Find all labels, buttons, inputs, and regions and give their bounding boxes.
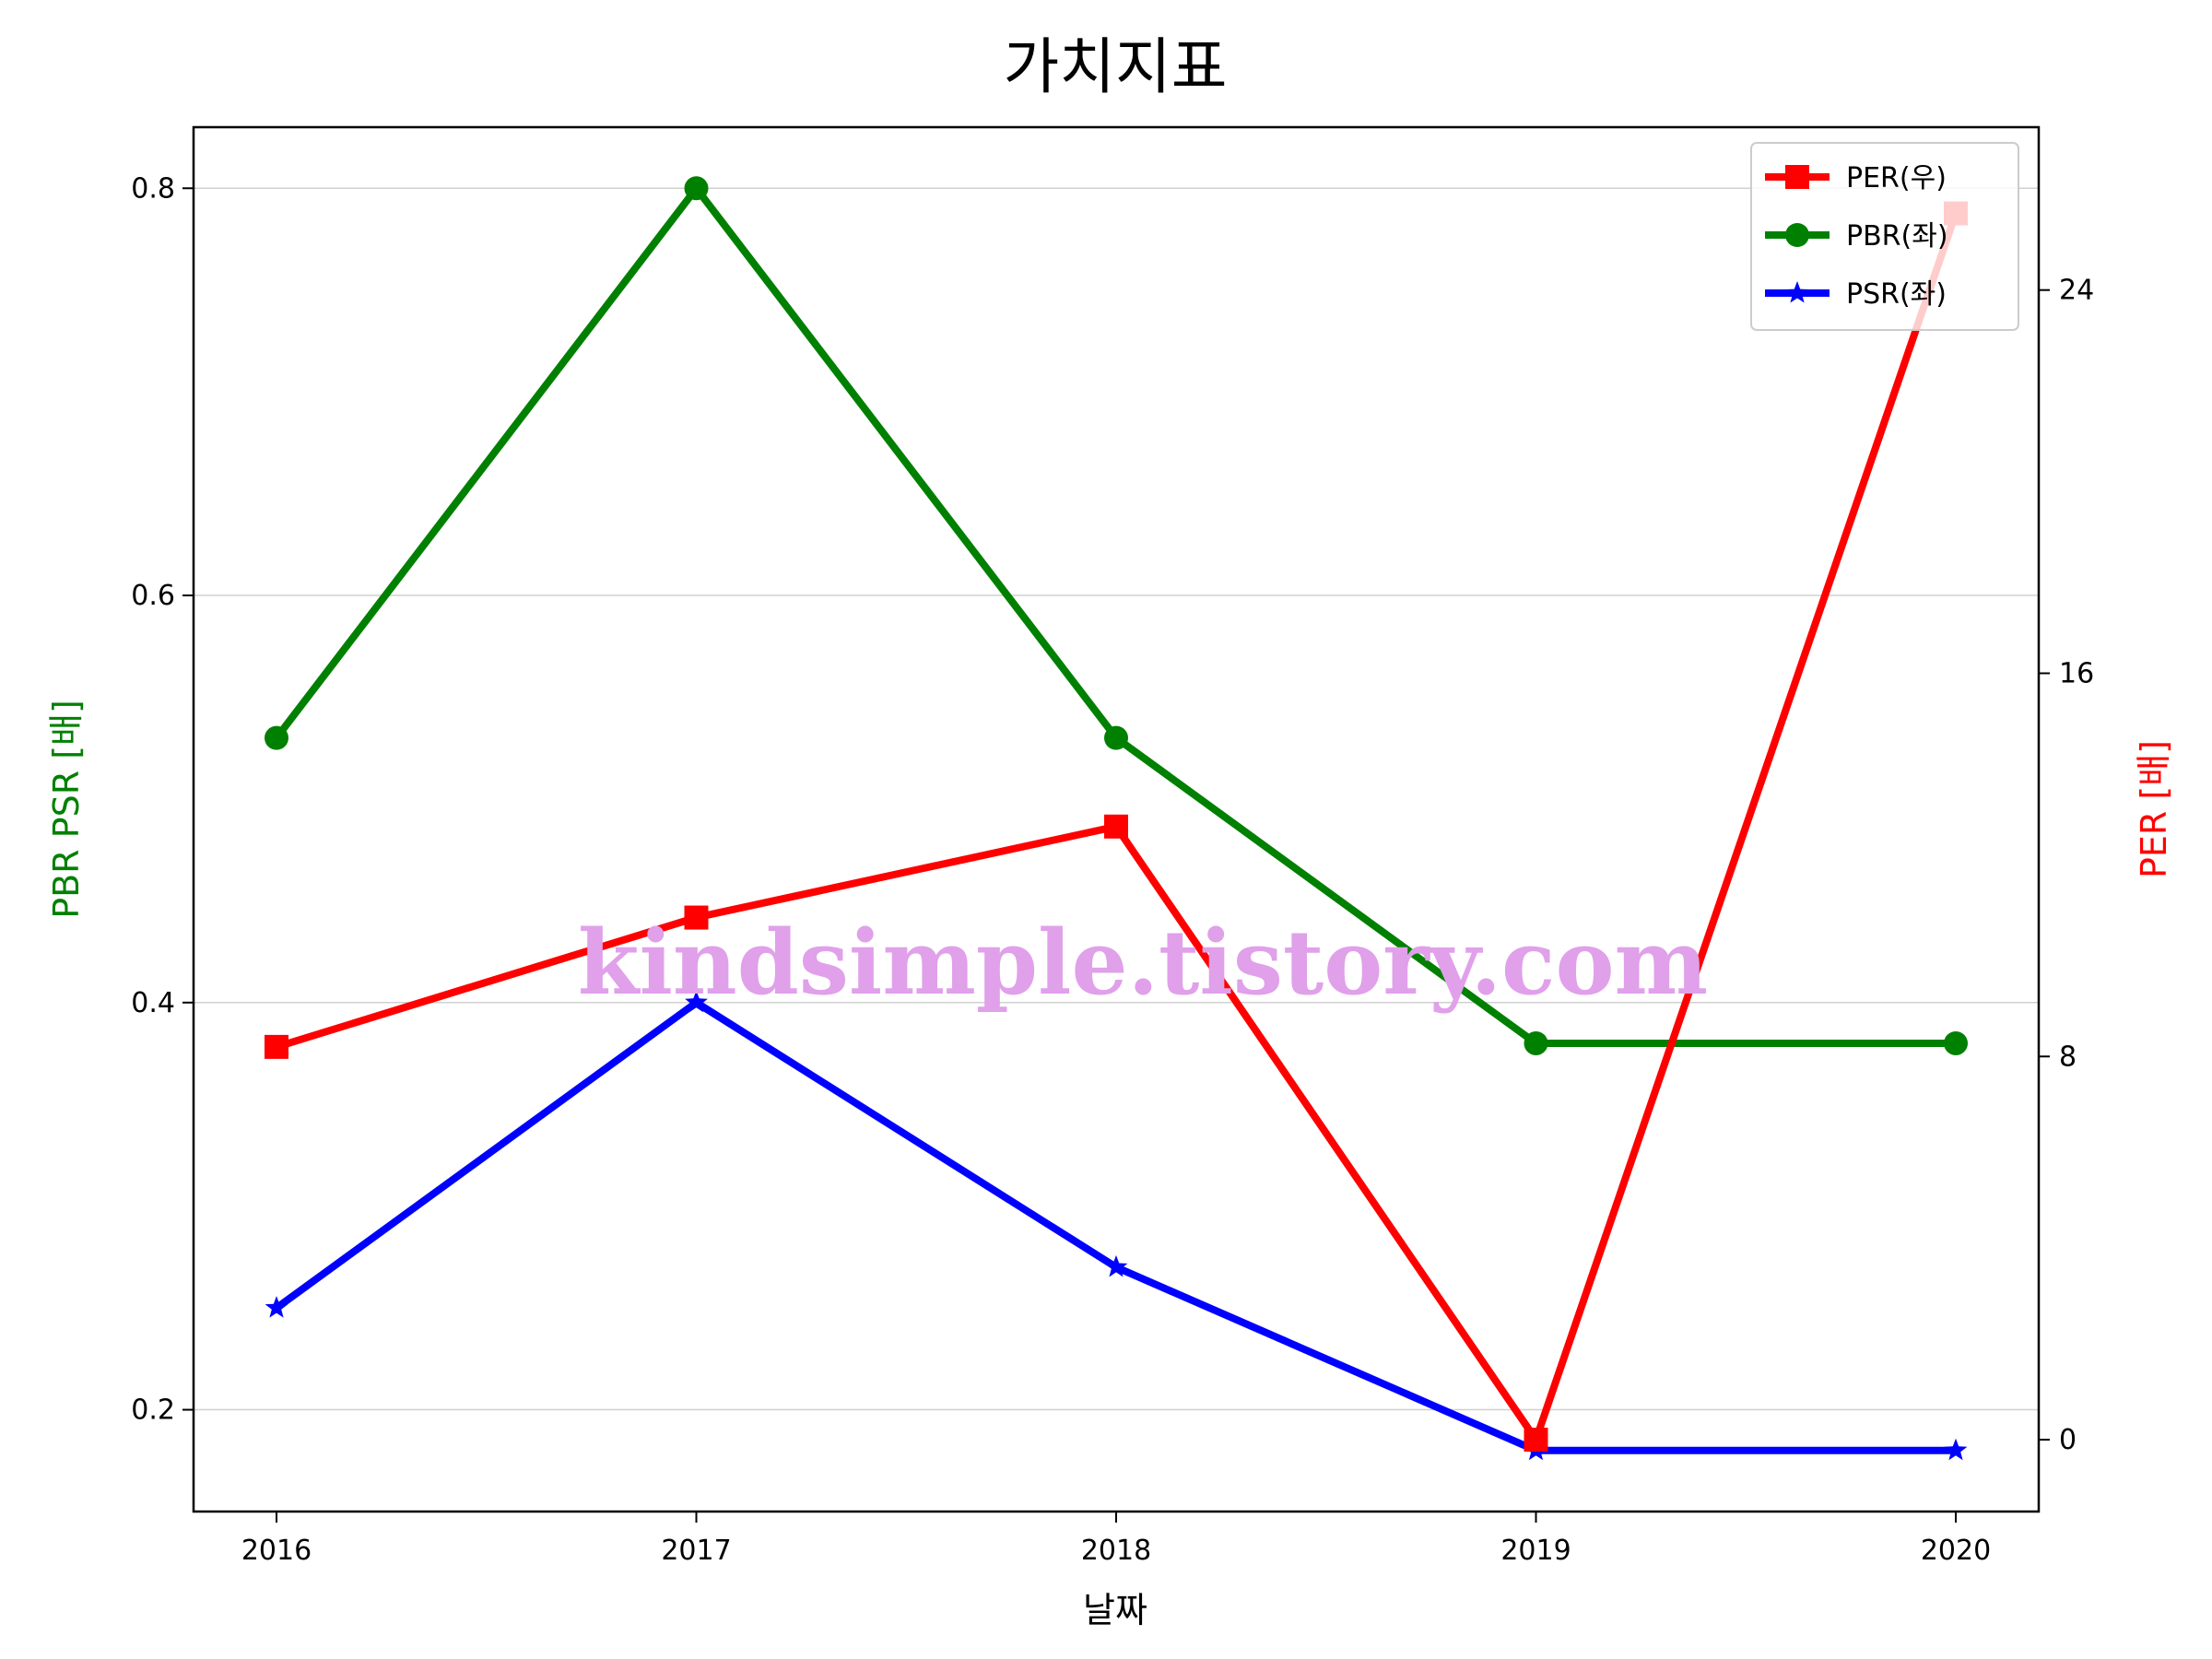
legend: PER(우) PBR(좌) PSR(좌)	[1750, 142, 2019, 331]
data-point	[265, 725, 288, 750]
legend-marker	[1785, 281, 1809, 303]
data-point	[1104, 725, 1128, 750]
chart-title: 가치지표	[1004, 31, 1228, 102]
data-point	[1524, 1030, 1548, 1055]
data-point	[1104, 814, 1128, 839]
y-axis-left-label: PBR PSR [배]	[46, 700, 87, 919]
y-right-tick-label: 8	[2059, 1041, 2077, 1073]
data-point	[684, 905, 709, 930]
data-point	[1944, 1438, 1968, 1461]
data-point	[1524, 1428, 1548, 1453]
series-line	[274, 998, 1956, 1454]
data-point	[1944, 1030, 1968, 1055]
legend-marker	[1785, 223, 1809, 247]
series-layer	[265, 176, 1968, 1461]
y-right-tick-label: 16	[2059, 657, 2094, 689]
y-left-tick-label: 0.2	[131, 1394, 175, 1427]
legend-entry: PSR(좌)	[1765, 278, 1947, 311]
legend-entry: PBR(좌)	[1765, 220, 1948, 253]
grid	[194, 187, 2039, 1411]
x-tick-label: 2020	[1921, 1535, 1991, 1567]
series-PBR(좌)	[265, 176, 1968, 1055]
legend-label: PSR(좌)	[1846, 278, 1947, 311]
y-left-tick-label: 0.4	[131, 987, 175, 1019]
legend-box	[1750, 142, 2019, 331]
watermark: kindsimple.tistory.com	[578, 911, 1708, 1015]
ticks: 0.2 0.4 0.6 0.8 0 8 16 24 2016 2017 2018 2019 2020	[131, 172, 2094, 1567]
x-axis-label: 날짜	[1083, 1590, 1147, 1630]
legend-marker	[1785, 165, 1809, 189]
x-tick-label: 2017	[661, 1535, 731, 1567]
y-right-tick-label: 24	[2059, 275, 2094, 307]
series-PSR(좌)	[265, 990, 1968, 1461]
y-axis-right-label: PER [배]	[2134, 740, 2174, 878]
legend-entry: PER(우)	[1765, 162, 1947, 194]
x-tick-label: 2016	[241, 1535, 312, 1567]
y-left-tick-label: 0.8	[131, 172, 175, 205]
legend-label: PBR(좌)	[1846, 220, 1948, 253]
data-point	[685, 990, 708, 1013]
data-point	[265, 1296, 288, 1318]
legend-label: PER(우)	[1846, 162, 1947, 194]
y-left-tick-label: 0.6	[131, 580, 175, 612]
data-point	[684, 176, 709, 201]
x-tick-label: 2018	[1081, 1535, 1151, 1567]
x-tick-label: 2019	[1500, 1535, 1571, 1567]
data-point	[1104, 1254, 1128, 1277]
y-right-tick-label: 0	[2059, 1424, 2077, 1456]
data-point	[265, 1034, 288, 1059]
